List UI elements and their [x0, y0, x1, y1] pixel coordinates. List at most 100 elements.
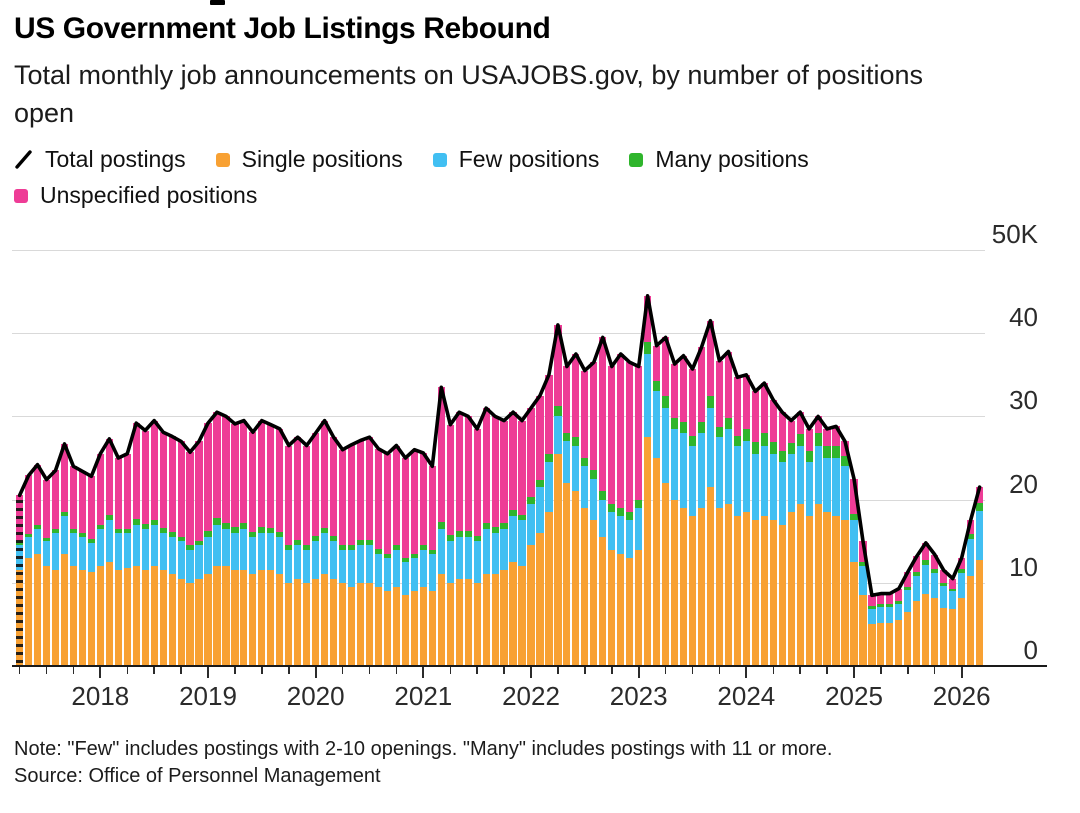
- bar-segment-few: [859, 566, 867, 596]
- bar-segment-unspecified: [482, 408, 490, 523]
- bar-segment-many: [401, 557, 409, 562]
- bar-segment-single: [123, 567, 131, 666]
- bar-segment-single: [240, 570, 248, 666]
- bar-segment-many: [240, 522, 248, 529]
- bar-segment-single: [401, 595, 409, 666]
- bar-segment-unspecified: [428, 466, 436, 550]
- bar-segment-many: [922, 560, 930, 566]
- bar-segment-many: [760, 433, 768, 446]
- bar-segment-unspecified: [473, 428, 481, 537]
- bar-segment-unspecified: [240, 420, 248, 523]
- bar-segment-few: [204, 537, 212, 575]
- bar-segment-few: [374, 553, 383, 587]
- bar-segment-single: [330, 578, 338, 666]
- bar-segment-unspecified: [733, 377, 741, 436]
- bar-segment-many: [330, 536, 338, 542]
- bar-segment-single: [482, 574, 490, 666]
- legend-label: Unspecified positions: [40, 182, 258, 208]
- bar-segment-single: [859, 595, 867, 666]
- bar-segment-unspecified: [814, 416, 822, 434]
- bar-segment-unspecified: [231, 423, 239, 528]
- x-axis-baseline: [12, 665, 1047, 667]
- x-axis-major-tick: [422, 667, 425, 678]
- x-axis-minor-tick: [395, 667, 398, 674]
- bar-segment-single: [392, 586, 400, 666]
- bar-segment-many: [527, 497, 535, 504]
- x-axis-minor-tick: [45, 667, 48, 674]
- bar-segment-few: [841, 466, 849, 521]
- bar-segment-unspecified: [527, 408, 535, 498]
- bar-segment-unspecified: [859, 541, 867, 562]
- bar-segment-many: [653, 380, 661, 392]
- x-axis-minor-tick: [288, 667, 290, 674]
- bar-segment-single: [715, 507, 723, 666]
- x-axis-minor-tick: [126, 667, 128, 674]
- bar-segment-few: [60, 516, 69, 554]
- bar-segment-single: [886, 622, 894, 666]
- bar-segment-single: [778, 524, 786, 666]
- bar-segment-few: [877, 606, 885, 623]
- bar-segment-unspecified: [832, 426, 840, 447]
- x-axis-major-tick: [314, 667, 317, 678]
- bar-segment-unspecified: [168, 436, 176, 533]
- bar-segment-many: [321, 527, 329, 533]
- bar-segment-unspecified: [536, 395, 544, 480]
- bar-segment-unspecified: [258, 420, 266, 528]
- bar-segment-few: [410, 557, 418, 592]
- bar-segment-unspecified: [697, 347, 706, 423]
- bar-segment-unspecified: [599, 337, 607, 492]
- bar-segment-unspecified: [285, 445, 293, 546]
- y-axis-label: 30: [1009, 385, 1038, 416]
- bar-segment-many: [895, 601, 903, 604]
- bar-segment-unspecified: [706, 320, 715, 396]
- bar-segment-many: [186, 545, 194, 550]
- bar-segment-few: [455, 537, 463, 579]
- bar-segment-unspecified: [976, 487, 984, 503]
- bar-segment-many: [931, 568, 939, 573]
- bar-segment-many: [347, 544, 356, 550]
- bar-segment-unspecified: [500, 420, 508, 523]
- bar-segment-many: [258, 527, 266, 533]
- bar-segment-unspecified: [653, 345, 661, 381]
- bar-segment-single: [922, 593, 930, 666]
- bar-segment-few: [949, 591, 957, 610]
- bar-segment-single: [186, 582, 194, 666]
- bar-segment-many: [554, 406, 562, 417]
- bar-segment-few: [330, 541, 338, 579]
- bar-segment-unspecified: [608, 366, 616, 504]
- bar-segment-single: [949, 609, 957, 666]
- bar-segment-few: [913, 576, 921, 602]
- bar-segment-single: [294, 578, 302, 666]
- x-axis-label-2022: 2022: [502, 681, 560, 711]
- bar-segment-many: [410, 553, 418, 558]
- bar-segment-unspecified: [392, 445, 400, 546]
- bar-segment-single: [706, 487, 715, 666]
- bar-segment-single: [473, 582, 481, 666]
- bar-segment-single: [581, 507, 589, 666]
- bar-segment-single: [832, 516, 840, 666]
- bar-segment-many: [276, 532, 284, 538]
- bar-segment-single: [688, 516, 697, 666]
- y-axis-label: 0: [1023, 635, 1038, 665]
- bar-segment-unspecified: [626, 362, 634, 513]
- bar-segment-many: [33, 525, 42, 529]
- bar-segment-many: [644, 341, 652, 354]
- total-line-swatch-icon: [15, 150, 32, 169]
- bar-segment-unspecified: [222, 416, 230, 523]
- bar-segment-single: [976, 559, 984, 666]
- y-gridline-40k: [12, 333, 985, 335]
- bar-segment-single: [267, 570, 275, 666]
- bar-segment-many: [500, 522, 508, 529]
- bar-segment-single: [590, 520, 598, 666]
- bar-segment-unspecified: [276, 428, 284, 533]
- bar-segment-many: [733, 435, 741, 446]
- bar-segment-few: [473, 541, 481, 583]
- bar-segment-unspecified: [715, 360, 723, 428]
- bar-segment-many: [859, 562, 867, 567]
- bar-segment-many: [688, 435, 697, 446]
- bar-segment-single: [724, 503, 732, 666]
- bar-segment-few: [123, 532, 131, 568]
- x-axis-label-2018: 2018: [71, 681, 130, 711]
- bar-segment-many: [446, 535, 454, 542]
- bar-segment-unspecified: [670, 363, 679, 419]
